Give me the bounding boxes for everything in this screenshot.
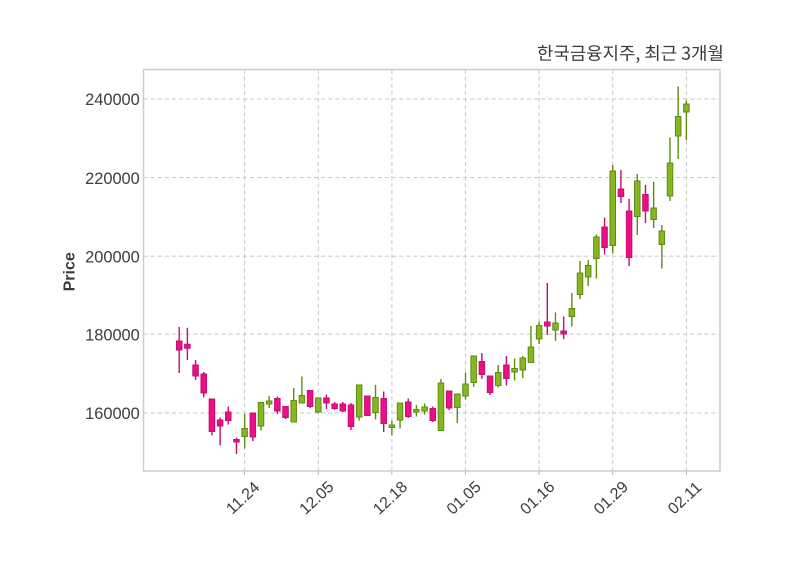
- svg-text:220000: 220000: [85, 170, 140, 188]
- svg-text:240000: 240000: [85, 91, 140, 109]
- svg-text:180000: 180000: [85, 327, 140, 345]
- svg-text:200000: 200000: [85, 249, 140, 267]
- svg-text:Price: Price: [62, 252, 79, 291]
- svg-text:160000: 160000: [85, 405, 140, 423]
